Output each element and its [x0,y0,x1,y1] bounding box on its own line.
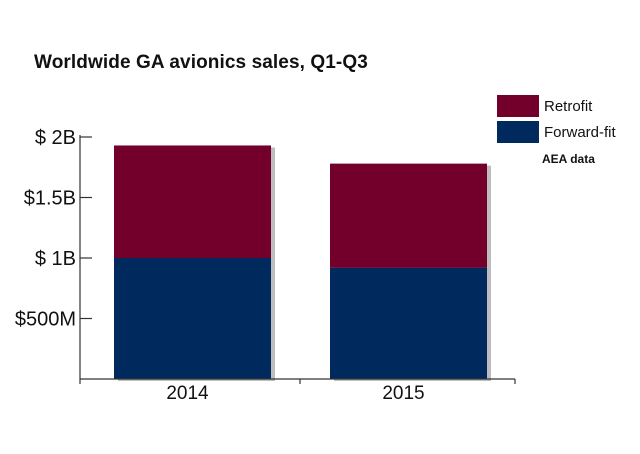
y-tick-label: $1.5B [24,188,76,210]
bar-retrofit-2015 [330,163,487,268]
legend-item-retrofit: Retrofit [497,94,592,118]
y-tick-label: $ 2B [35,127,76,149]
legend-swatch-retrofit [497,95,539,117]
y-tick-label: $500M [15,309,76,331]
source-note: AEA data [542,152,595,166]
legend-label-forward-fit: Forward-fit [544,123,616,141]
bar-forward-fit-2015 [330,267,487,379]
bar-forward-fit-2014 [114,258,271,379]
y-tick-label: $ 1B [35,248,76,270]
x-tick-label: 2015 [382,383,424,404]
legend-label-retrofit: Retrofit [544,97,593,115]
bar-retrofit-2014 [114,145,271,258]
x-tick-label: 2014 [166,383,209,404]
legend-swatch-forward-fit [497,121,539,143]
chart-title: Worldwide GA avionics sales, Q1-Q3 [34,52,368,73]
legend-item-forward-fit: Forward-fit [497,120,616,144]
